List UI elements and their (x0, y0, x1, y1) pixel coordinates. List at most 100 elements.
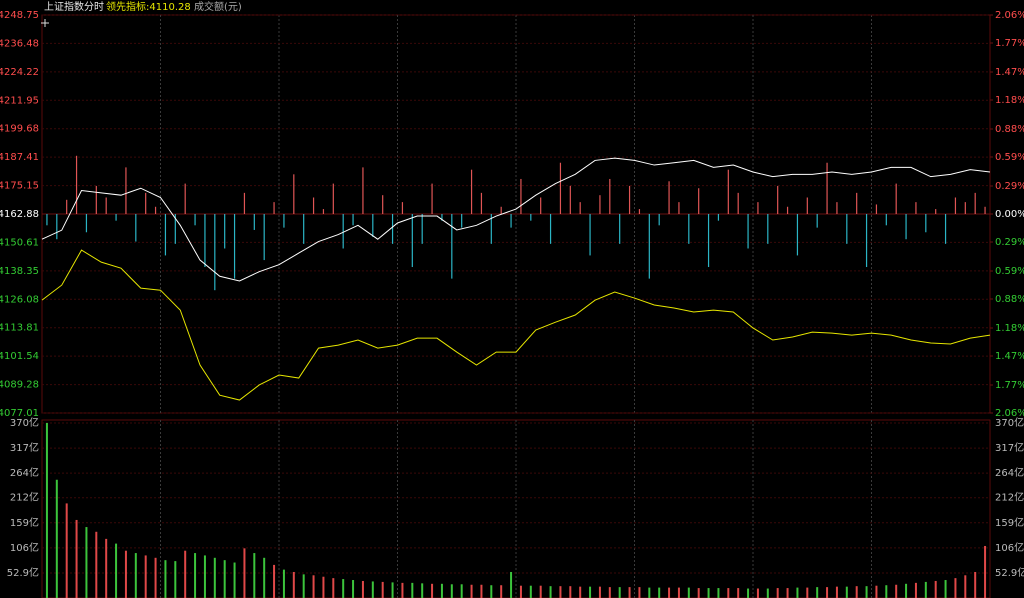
y2-tick-label: 264亿 (995, 466, 1024, 479)
strength-bar (688, 214, 690, 244)
volume-bar (194, 553, 197, 598)
volume-bar (154, 557, 157, 598)
volume-bar (737, 588, 740, 598)
volume-bar (717, 588, 720, 598)
volume-bar (618, 587, 621, 598)
strength-bar (658, 214, 660, 226)
y-tick-label: 106亿 (10, 541, 39, 554)
strength-bar (954, 197, 957, 214)
strength-bar (105, 197, 107, 214)
strength-bar (648, 214, 650, 279)
strength-bar (480, 192, 483, 214)
strength-bar (816, 214, 818, 228)
strength-bar (372, 214, 374, 237)
strength-bar (95, 185, 97, 214)
strength-bar (974, 192, 976, 214)
strength-bar (698, 188, 700, 214)
volume-bar (944, 580, 947, 598)
strength-bar (204, 214, 206, 268)
strength-bar (451, 214, 453, 279)
strength-bar (964, 202, 966, 214)
volume-bar (95, 531, 98, 598)
volume-bar (776, 588, 779, 598)
volume-bar (756, 588, 759, 598)
volume-bar (233, 562, 236, 598)
volume-bar (450, 584, 453, 598)
strength-bar (915, 202, 917, 214)
volume-bar (322, 576, 325, 598)
strength-bar (352, 214, 354, 226)
volume-bar (747, 588, 750, 598)
volume-bar (697, 588, 700, 598)
volume-bar (292, 571, 295, 598)
y-tick-label: 4126.08 (0, 294, 39, 305)
volume-label: 成交额(元) (194, 0, 242, 13)
strength-bar (510, 214, 512, 228)
volume-bar (203, 555, 206, 598)
strength-bar (540, 197, 542, 214)
strength-bar (75, 155, 78, 214)
strength-bar (826, 162, 828, 214)
strength-bar (619, 214, 621, 244)
volume-bar (855, 586, 858, 598)
volume-bar (687, 587, 690, 598)
strength-bar (461, 214, 463, 228)
strength-bar (836, 202, 838, 214)
volume-bar (954, 578, 957, 598)
indicator: 领先指标:4110.28 (106, 0, 191, 13)
y2-tick-label: 212亿 (995, 491, 1024, 504)
volume-bar (579, 586, 582, 598)
y-tick-label: 4138.35 (0, 266, 39, 277)
strength-bar (796, 214, 799, 256)
strength-bar (569, 185, 571, 214)
volume-bar (85, 527, 88, 598)
strength-bar (530, 214, 532, 221)
strength-bar (441, 214, 443, 221)
y2-tick-label: 1.18% (995, 323, 1024, 334)
strength-bar (549, 214, 552, 244)
volume-bar (381, 581, 384, 598)
y2-tick-label: 0.88% (995, 124, 1024, 135)
strength-bar (224, 214, 226, 249)
strength-bar (85, 214, 88, 233)
strength-bar (628, 185, 631, 214)
volume-bar (934, 580, 937, 598)
volume-bar (440, 583, 443, 598)
strength-bar (925, 214, 927, 233)
volume-bar (796, 587, 799, 598)
volume-bar (816, 587, 819, 598)
strength-bar (707, 214, 710, 268)
y-tick-label: 4224.22 (0, 67, 39, 78)
strength-bar (777, 185, 779, 214)
strength-bar (233, 214, 236, 279)
volume-bar (470, 584, 473, 598)
y-tick-label: 4248.75 (0, 10, 39, 21)
strength-bar (56, 214, 58, 240)
volume-bar (806, 587, 809, 598)
volume-bar (282, 569, 285, 598)
volume-bar (628, 587, 631, 598)
volume-bar (658, 587, 661, 598)
y2-tick-label: 1.77% (995, 380, 1024, 391)
volume-bar (174, 561, 177, 598)
strength-bar (125, 167, 127, 214)
strength-bar (935, 209, 937, 214)
strength-bar (332, 183, 334, 214)
volume-bar (263, 557, 266, 598)
strength-bar (401, 202, 404, 214)
volume-bar (184, 550, 187, 598)
volume-bar (371, 581, 374, 598)
volume-bar (391, 582, 394, 598)
strength-bar (283, 214, 285, 228)
volume-bar (480, 584, 483, 598)
strength-bar (865, 214, 868, 268)
strength-bar (905, 214, 907, 240)
volume-bar (243, 548, 246, 598)
y2-tick-label: 1.77% (995, 38, 1024, 49)
strength-bar (273, 202, 275, 214)
strength-bar (342, 214, 344, 249)
volume-bar (105, 538, 108, 598)
volume-bar (865, 586, 868, 598)
strength-bar (174, 214, 176, 244)
volume-bar (75, 519, 78, 598)
